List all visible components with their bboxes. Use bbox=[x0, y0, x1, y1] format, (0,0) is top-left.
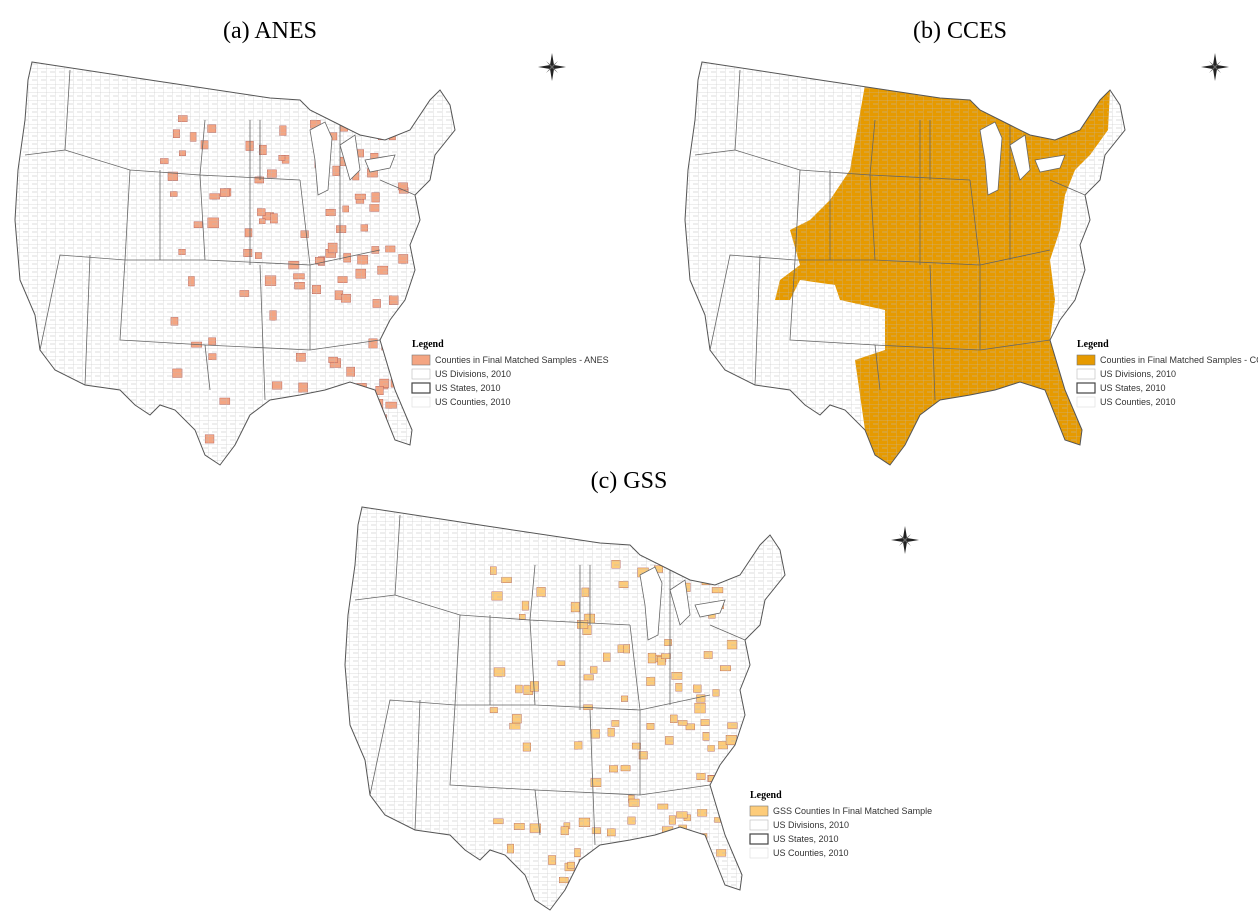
legend-label: GSS Counties In Final Matched Sample bbox=[773, 806, 932, 816]
county bbox=[692, 881, 704, 889]
legend-label: Counties in Final Matched Samples - CCES bbox=[1100, 355, 1258, 365]
county bbox=[326, 411, 334, 418]
legend: Legend GSS Counties In Final Matched Samp… bbox=[749, 790, 932, 859]
county bbox=[636, 871, 644, 881]
legend-swatch bbox=[411, 382, 431, 394]
county bbox=[334, 406, 346, 418]
panel-title: (b) CCES bbox=[913, 18, 1007, 44]
legend-label: US States, 2010 bbox=[773, 834, 839, 844]
legend-title: Legend bbox=[412, 339, 444, 350]
county bbox=[728, 815, 738, 823]
legend-swatch bbox=[1076, 354, 1096, 366]
county bbox=[680, 868, 690, 876]
county bbox=[256, 414, 267, 420]
compass bbox=[1201, 53, 1229, 81]
legend-swatch bbox=[411, 368, 431, 380]
legend-swatch bbox=[749, 833, 769, 845]
county bbox=[634, 887, 643, 894]
county bbox=[656, 836, 665, 846]
county bbox=[159, 418, 168, 426]
county bbox=[344, 426, 354, 434]
legend-swatch bbox=[749, 805, 769, 817]
county bbox=[311, 402, 323, 410]
county bbox=[644, 880, 656, 888]
county bbox=[312, 419, 320, 429]
legend: Legend Counties in Final Matched Samples … bbox=[411, 339, 609, 408]
county bbox=[387, 345, 395, 352]
legend-label: US States, 2010 bbox=[1100, 383, 1166, 393]
legend-swatch bbox=[749, 819, 769, 831]
county bbox=[368, 129, 379, 137]
county bbox=[505, 868, 516, 878]
county-grid bbox=[345, 507, 785, 910]
panel-title: (c) GSS bbox=[591, 468, 668, 494]
map bbox=[684, 61, 1126, 466]
county bbox=[601, 876, 612, 883]
county bbox=[305, 426, 313, 433]
compass bbox=[891, 526, 919, 554]
legend-swatch bbox=[411, 396, 431, 408]
county bbox=[353, 436, 361, 447]
county bbox=[586, 865, 595, 873]
county bbox=[350, 404, 358, 414]
county bbox=[319, 419, 329, 427]
county bbox=[589, 883, 599, 893]
county bbox=[357, 416, 369, 426]
legend-label: US Counties, 2010 bbox=[773, 848, 849, 858]
county bbox=[666, 884, 675, 892]
legend: Legend Counties in Final Matched Samples … bbox=[1076, 339, 1258, 408]
county-grid bbox=[15, 62, 455, 465]
panel-title: (a) ANES bbox=[223, 18, 317, 44]
legend-swatch bbox=[1076, 382, 1096, 394]
county bbox=[729, 823, 739, 831]
legend-label: US Divisions, 2010 bbox=[435, 369, 511, 379]
legend-label: US Divisions, 2010 bbox=[1100, 369, 1176, 379]
county bbox=[334, 404, 342, 412]
legend-label: US States, 2010 bbox=[435, 383, 501, 393]
legend-swatch bbox=[411, 354, 431, 366]
legend-title: Legend bbox=[1077, 339, 1109, 350]
legend-swatch bbox=[1076, 368, 1096, 380]
legend-label: Counties in Final Matched Samples - ANES bbox=[435, 355, 609, 365]
county bbox=[641, 842, 653, 848]
county bbox=[621, 865, 629, 876]
legend-label: US Divisions, 2010 bbox=[773, 820, 849, 830]
legend-label: US Counties, 2010 bbox=[435, 397, 511, 407]
county bbox=[344, 432, 355, 441]
county bbox=[691, 568, 701, 579]
county-grid bbox=[685, 62, 1125, 465]
legend-swatch bbox=[749, 847, 769, 859]
county bbox=[333, 411, 341, 418]
legend-label: US Counties, 2010 bbox=[1100, 397, 1176, 407]
map bbox=[344, 506, 786, 911]
county bbox=[661, 840, 673, 849]
compass bbox=[538, 53, 566, 81]
legend-title: Legend bbox=[750, 790, 782, 801]
map bbox=[14, 61, 456, 466]
county bbox=[372, 408, 383, 419]
county bbox=[334, 414, 346, 421]
legend-swatch bbox=[1076, 396, 1096, 408]
county bbox=[389, 123, 401, 132]
